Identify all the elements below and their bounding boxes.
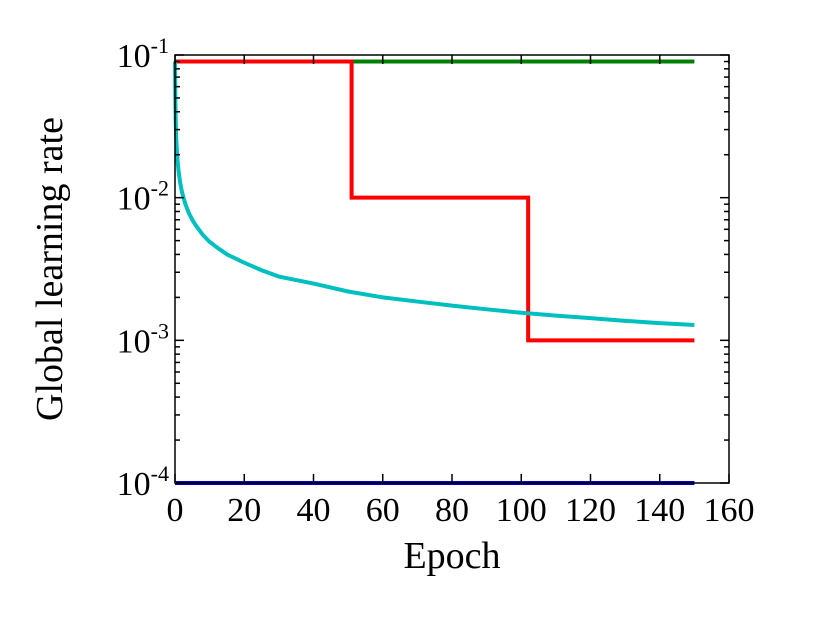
x-tick-label: 80 <box>435 492 469 529</box>
x-tick-label: 40 <box>297 492 331 529</box>
series-line-3 <box>173 61 695 328</box>
plot-lines <box>173 59 695 485</box>
x-tick-label: 100 <box>496 492 547 529</box>
x-tick-label: 0 <box>167 492 184 529</box>
y-tick-base: 10 <box>117 38 151 75</box>
series-line-2 <box>175 59 695 343</box>
ticks <box>174 54 730 484</box>
y-tick-base: 10 <box>117 181 151 218</box>
y-tick-label: 10-4 <box>117 461 169 503</box>
y-tick-base: 10 <box>117 323 151 360</box>
x-axis-title: Epoch <box>403 535 500 577</box>
y-tick-exponent: -1 <box>151 33 169 58</box>
x-tick-label: 160 <box>704 492 755 529</box>
x-tick-label: 120 <box>565 492 616 529</box>
y-tick-label: 10-2 <box>117 176 169 218</box>
x-tick-label: 20 <box>227 492 261 529</box>
x-tick-label: 140 <box>634 492 685 529</box>
y-tick-base: 10 <box>117 466 151 503</box>
x-tick-label: 60 <box>366 492 400 529</box>
y-tick-label: 10-3 <box>117 318 169 360</box>
y-tick-exponent: -3 <box>151 318 169 343</box>
y-tick-exponent: -2 <box>151 176 169 201</box>
y-tick-exponent: -4 <box>151 461 169 486</box>
y-axis-title: Global learning rate <box>29 117 71 421</box>
y-tick-label: 10-1 <box>117 33 169 75</box>
